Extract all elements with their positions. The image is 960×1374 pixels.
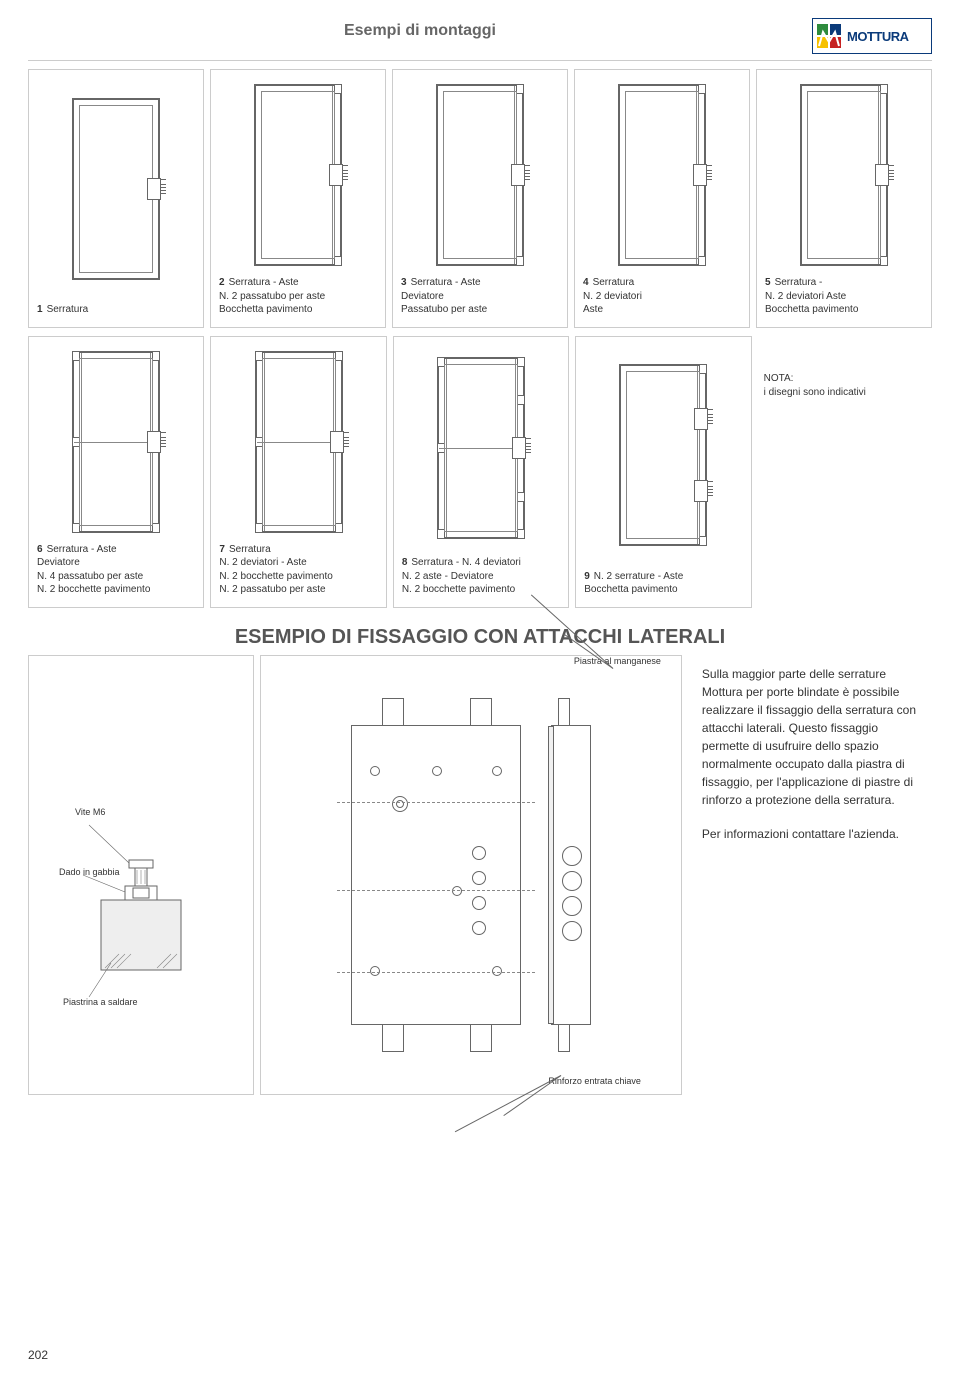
fixing-description: Sulla maggior parte delle serrature Mott… [688,655,932,1095]
label-rinforzo: Rinforzo entrata chiave [548,1076,641,1086]
caption-3: 3Serratura - Aste Deviatore Passatubo pe… [399,270,561,317]
caption-1: 1Serratura [35,297,197,317]
door-icon [254,84,342,266]
door-icon [436,84,524,266]
label-piastra: Piastra al manganese [574,656,661,666]
page-header: Esempi di montaggi MOTTURA [28,18,932,61]
diagram-cell-3: 3Serratura - Aste Deviatore Passatubo pe… [392,69,568,328]
caption-4: 4Serratura N. 2 deviatori Aste [581,270,743,317]
bolt-drawing-icon: Vite M6 Dado in gabbia Piastrina a salda… [81,775,201,975]
door-icon [437,357,525,539]
caption-5: 5Serratura - N. 2 deviatori Aste Bocchet… [763,270,925,317]
door-icon [72,351,160,533]
label-dado: Dado in gabbia [59,867,120,877]
lock-side-icon [551,725,591,1025]
diagram-cell-5: 5Serratura - N. 2 deviatori Aste Bocchet… [756,69,932,328]
lock-front-icon [351,725,521,1025]
diagram-row-1: 1Serratura 2Serratura - Aste N. 2 passat… [28,69,932,328]
caption-7: 7Serratura N. 2 deviatori - Aste N. 2 bo… [217,537,379,597]
section-title: ESEMPIO DI FISSAGGIO CON ATTACCHI LATERA… [28,626,932,649]
door-icon [619,364,707,546]
diagram-cell-9: 9N. 2 serrature - Aste Bocchetta pavimen… [575,336,751,608]
page-title: Esempi di montaggi [28,18,812,40]
caption-9: 9N. 2 serrature - Aste Bocchetta pavimen… [582,564,744,597]
caption-8: 8Serratura - N. 4 deviatori N. 2 aste - … [400,550,562,597]
door-icon [800,84,888,266]
diagram-cell-8: 8Serratura - N. 4 deviatori N. 2 aste - … [393,336,569,608]
label-vite: Vite M6 [75,807,105,817]
diagram-cell-4: 4Serratura N. 2 deviatori Aste [574,69,750,328]
note-title: NOTA: [764,373,794,384]
note-cell: NOTA: i disegni sono indicativi [758,336,932,608]
diagram-row-2: 6Serratura - Aste Deviatore N. 4 passatu… [28,336,932,608]
label-piastrina: Piastrina a saldare [63,997,138,1007]
fixing-detail-mid: Piastra al manganese Rinforzo entrata ch… [260,655,682,1095]
fixing-body: Sulla maggior parte delle serrature Mott… [702,665,918,809]
caption-6: 6Serratura - Aste Deviatore N. 4 passatu… [35,537,197,597]
door-icon [255,351,343,533]
fixing-detail-left: Vite M6 Dado in gabbia Piastrina a salda… [28,655,254,1095]
fixing-row: Vite M6 Dado in gabbia Piastrina a salda… [28,655,932,1095]
door-icon [72,98,160,280]
caption-2: 2Serratura - Aste N. 2 passatubo per ast… [217,270,379,317]
door-icon [618,84,706,266]
diagram-cell-2: 2Serratura - Aste N. 2 passatubo per ast… [210,69,386,328]
logo-mark-icon [815,22,843,50]
logo-text: MOTTURA [847,29,909,44]
brand-logo: MOTTURA [812,18,932,54]
page-number: 202 [28,1348,48,1362]
diagram-cell-6: 6Serratura - Aste Deviatore N. 4 passatu… [28,336,204,608]
diagram-cell-1: 1Serratura [28,69,204,328]
fixing-contact: Per informazioni contattare l'azienda. [702,825,918,843]
note-body: i disegni sono indicativi [764,387,866,398]
diagram-cell-7: 7Serratura N. 2 deviatori - Aste N. 2 bo… [210,336,386,608]
